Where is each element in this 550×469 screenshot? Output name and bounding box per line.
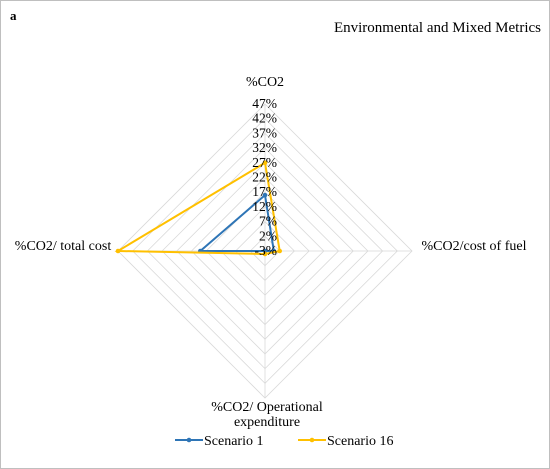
radar-series bbox=[114, 160, 283, 257]
axis-label: expenditure bbox=[234, 415, 300, 430]
series-point-1 bbox=[262, 192, 268, 198]
axis-labels: %CO2 %CO2/cost of fuel %CO2/ Operationalex… bbox=[15, 75, 527, 430]
tick-label: 12% bbox=[252, 199, 277, 214]
legend-marker bbox=[309, 437, 315, 443]
axis-label: %CO2 bbox=[246, 75, 284, 90]
axis-label: %CO2/ Operational bbox=[211, 400, 323, 415]
legend-marker bbox=[186, 437, 192, 443]
axis-label: %CO2/ total cost bbox=[15, 239, 112, 254]
legend: Scenario 1 Scenario 16 bbox=[175, 434, 393, 449]
tick-label: 47% bbox=[252, 96, 277, 111]
tick-label: 22% bbox=[252, 170, 277, 185]
legend-label: Scenario 1 bbox=[204, 434, 263, 449]
series-point-2 bbox=[115, 248, 121, 254]
tick-label: 27% bbox=[252, 155, 277, 170]
series-point-2 bbox=[277, 248, 283, 254]
tick-label: -3% bbox=[255, 243, 278, 258]
chart-title: Environmental and Mixed Metrics bbox=[334, 20, 541, 36]
panel-label: a bbox=[10, 8, 17, 23]
tick-label: 32% bbox=[252, 140, 277, 155]
legend-label: Scenario 16 bbox=[327, 434, 393, 449]
tick-label: 2% bbox=[259, 228, 277, 243]
series-point-2 bbox=[262, 251, 268, 257]
radial-tick-labels: -3%2%7%12%17%22%27%32%37%42%47% bbox=[252, 96, 277, 258]
tick-label: 7% bbox=[259, 214, 277, 229]
tick-label: 17% bbox=[252, 184, 277, 199]
tick-label: 37% bbox=[252, 125, 277, 140]
axis-label: %CO2/cost of fuel bbox=[422, 239, 527, 254]
series-point-2 bbox=[262, 160, 268, 166]
tick-label: 42% bbox=[252, 111, 277, 126]
